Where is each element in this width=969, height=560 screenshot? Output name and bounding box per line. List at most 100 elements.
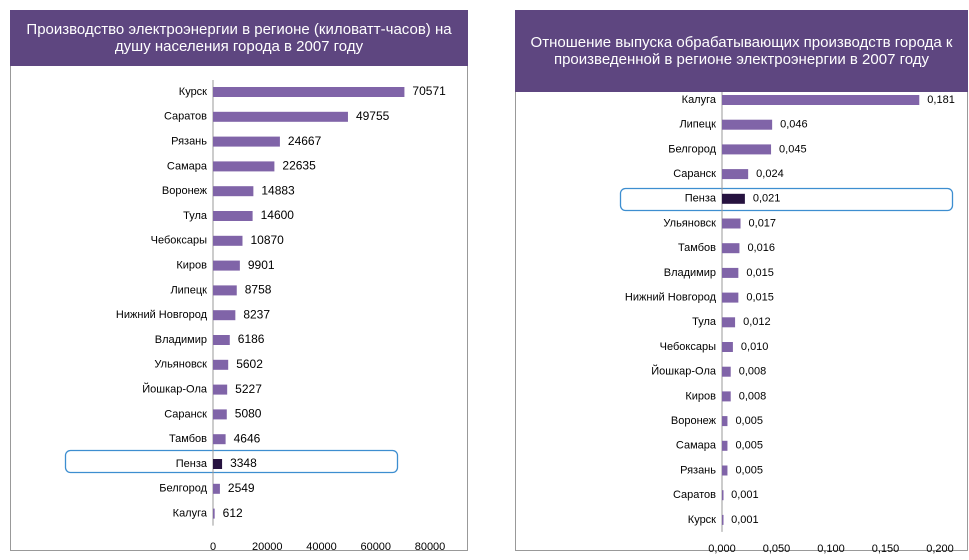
bar — [213, 310, 236, 321]
category-label: Саранск — [164, 408, 207, 420]
category-label: Рязань — [680, 464, 716, 476]
bar — [213, 434, 226, 445]
bar — [722, 465, 728, 476]
x-tick-label: 0,200 — [926, 543, 954, 555]
bar — [722, 95, 920, 105]
value-label: 70571 — [412, 84, 446, 98]
category-label: Пенза — [685, 193, 717, 205]
category-label: Рязань — [171, 136, 207, 148]
value-label: 0,005 — [735, 464, 763, 476]
category-label: Тула — [692, 316, 717, 328]
value-label: 0,010 — [741, 341, 769, 353]
category-label: Киров — [176, 260, 207, 272]
category-label: Нижний Новгород — [625, 292, 717, 304]
x-tick-label: 0,150 — [872, 543, 900, 555]
bar — [213, 235, 243, 246]
value-label: 0,015 — [746, 292, 774, 304]
value-label: 0,017 — [749, 217, 777, 229]
category-label: Воронеж — [162, 185, 208, 197]
category-label: Киров — [685, 390, 716, 402]
bar — [722, 193, 745, 204]
bar — [722, 292, 739, 303]
category-label: Пенза — [176, 458, 208, 470]
bar — [213, 359, 229, 370]
bar — [722, 317, 736, 328]
bar — [722, 366, 731, 377]
value-label: 14883 — [261, 183, 295, 197]
category-label: Владимир — [664, 267, 716, 279]
bar — [722, 416, 728, 427]
category-label: Владимир — [155, 334, 207, 346]
bar — [722, 267, 739, 278]
category-label: Тула — [183, 210, 208, 222]
bar — [213, 384, 228, 395]
bar — [213, 459, 223, 469]
bar — [722, 119, 773, 130]
category-label: Калуга — [682, 94, 717, 106]
category-label: Липецк — [679, 119, 716, 131]
value-label: 2549 — [228, 481, 255, 495]
value-label: 0,021 — [753, 193, 781, 205]
category-label: Самара — [676, 440, 717, 452]
value-label: 3348 — [230, 456, 257, 470]
bar — [213, 136, 280, 147]
value-label: 5080 — [235, 407, 262, 421]
category-label: Йошкар-Ола — [142, 383, 208, 396]
category-label: Липецк — [170, 284, 207, 296]
category-label: Йошкар-Ола — [651, 365, 717, 378]
category-label: Чебоксары — [660, 341, 716, 353]
bar — [722, 391, 731, 402]
value-label: 5602 — [236, 357, 263, 371]
value-label: 22635 — [282, 159, 316, 173]
bar — [722, 169, 749, 180]
value-label: 8237 — [243, 307, 270, 321]
x-tick-label: 0,100 — [817, 543, 845, 555]
x-tick-label: 60000 — [360, 541, 391, 553]
category-label: Калуга — [173, 508, 208, 520]
chart-title: Отношение выпуска обрабатывающих произво… — [515, 10, 968, 92]
category-label: Белгород — [159, 483, 207, 495]
bar — [213, 335, 230, 345]
value-label: 0,012 — [743, 316, 771, 328]
bar — [722, 440, 728, 451]
value-label: 14600 — [261, 208, 295, 222]
value-label: 0,001 — [731, 514, 759, 526]
value-label: 5227 — [235, 382, 262, 396]
highlight-box — [64, 449, 399, 474]
highlight-box — [619, 187, 954, 212]
bar — [722, 218, 741, 229]
bar — [722, 243, 740, 254]
category-label: Самара — [167, 160, 208, 172]
bar — [213, 285, 237, 296]
value-label: 8758 — [245, 283, 272, 297]
category-label: Тамбов — [678, 242, 716, 254]
value-label: 24667 — [288, 134, 322, 148]
x-tick-label: 0 — [210, 541, 216, 553]
value-label: 0,008 — [739, 366, 767, 378]
bar — [213, 161, 275, 172]
value-label: 10870 — [250, 233, 284, 247]
category-label: Саратов — [673, 489, 716, 501]
bar — [213, 186, 254, 197]
bar — [213, 211, 253, 221]
value-label: 0,001 — [731, 489, 759, 501]
chart-title: Производство электроэнергии в регионе (к… — [10, 10, 468, 66]
x-tick-label: 20000 — [252, 541, 283, 553]
x-tick-label: 80000 — [415, 541, 446, 553]
bar — [722, 514, 724, 525]
category-label: Курск — [179, 86, 207, 98]
category-label: Нижний Новгород — [116, 309, 208, 321]
category-label: Ульяновск — [154, 359, 207, 371]
value-label: 0,045 — [779, 143, 807, 155]
x-tick-label: 0,000 — [708, 543, 736, 555]
x-tick-label: 0,050 — [763, 543, 791, 555]
bar — [213, 409, 227, 420]
value-label: 4646 — [234, 431, 261, 445]
bar — [213, 508, 215, 519]
bar — [213, 87, 405, 97]
category-label: Саратов — [164, 111, 207, 123]
bar — [722, 144, 772, 155]
value-label: 0,046 — [780, 119, 808, 131]
